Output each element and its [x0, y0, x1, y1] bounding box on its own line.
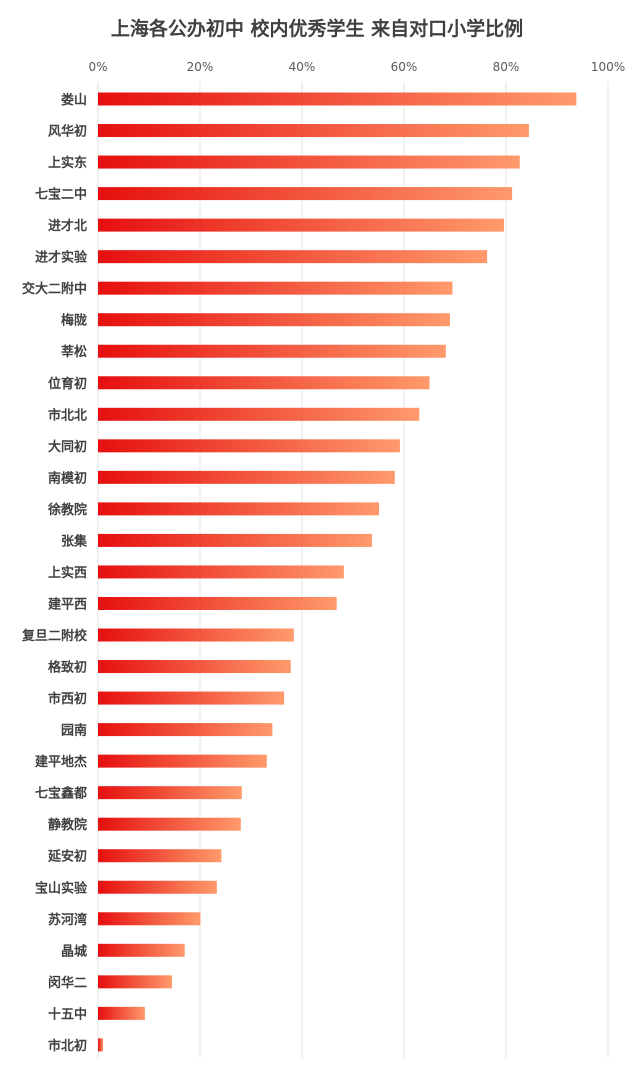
bar [98, 754, 267, 768]
category-label: 风华初 [48, 124, 87, 140]
bar [98, 344, 446, 358]
category-label: 建平地杰 [35, 754, 87, 770]
category-label: 交大二附中 [22, 281, 87, 297]
bar [98, 786, 242, 800]
bar [98, 313, 450, 327]
bar [98, 596, 337, 610]
category-label: 静教院 [48, 817, 87, 833]
bar [98, 691, 285, 705]
category-label: 市西初 [48, 691, 87, 707]
x-tick-label: 100% [591, 60, 625, 74]
category-label: 复旦二附校 [21, 628, 88, 644]
category-label: 延安初 [47, 849, 87, 865]
category-label: 南模初 [48, 470, 87, 486]
x-tick-label: 60% [391, 60, 418, 74]
bar [98, 880, 217, 894]
category-label: 上实西 [48, 565, 87, 581]
bar [98, 218, 504, 232]
bar [98, 376, 430, 390]
bar [98, 912, 201, 926]
category-label: 娄山 [61, 92, 87, 108]
bar [98, 439, 400, 453]
bar [98, 1038, 104, 1052]
category-label: 进才北 [48, 218, 87, 234]
category-label: 位育初 [48, 376, 87, 392]
x-tick-label: 40% [289, 60, 316, 74]
bar [98, 281, 453, 295]
category-label: 徐教院 [47, 502, 87, 518]
bar [98, 187, 513, 201]
category-label: 格致初 [48, 660, 87, 676]
bar [98, 817, 241, 831]
bar [98, 502, 380, 516]
x-tick-label: 80% [493, 60, 520, 74]
x-tick-label: 0% [88, 60, 107, 74]
category-label: 大同初 [48, 439, 87, 455]
bar [98, 628, 294, 642]
x-tick-label: 20% [187, 60, 214, 74]
category-label: 梅陇 [61, 313, 87, 329]
bar [98, 92, 577, 106]
bar [98, 723, 273, 737]
bar [98, 533, 372, 547]
category-label: 十五中 [48, 1006, 87, 1022]
bar [98, 565, 344, 579]
category-label: 闵华二 [48, 975, 87, 991]
category-label: 莘松 [61, 344, 87, 360]
bar [98, 975, 172, 989]
category-label: 市北北 [48, 407, 87, 423]
bar [98, 1006, 145, 1020]
category-label: 市北初 [48, 1038, 87, 1054]
bar [98, 470, 395, 484]
category-label: 宝山实验 [35, 880, 88, 896]
category-label: 建平西 [48, 596, 87, 612]
category-label: 七宝鑫都 [35, 786, 87, 802]
bar [98, 849, 222, 863]
category-label: 园南 [61, 723, 87, 739]
category-label: 张集 [61, 533, 88, 549]
category-label: 晶城 [61, 943, 87, 959]
category-label: 上实东 [48, 155, 87, 171]
category-label: 七宝二中 [35, 187, 87, 203]
category-label: 苏河湾 [48, 912, 87, 928]
bar [98, 943, 185, 957]
chart-title: 上海各公办初中 校内优秀学生 来自对口小学比例 [110, 18, 524, 40]
bar [98, 124, 529, 138]
bar [98, 155, 520, 169]
bar [98, 407, 420, 421]
category-label: 进才实验 [35, 250, 88, 266]
bar [98, 660, 291, 674]
bar [98, 250, 488, 264]
